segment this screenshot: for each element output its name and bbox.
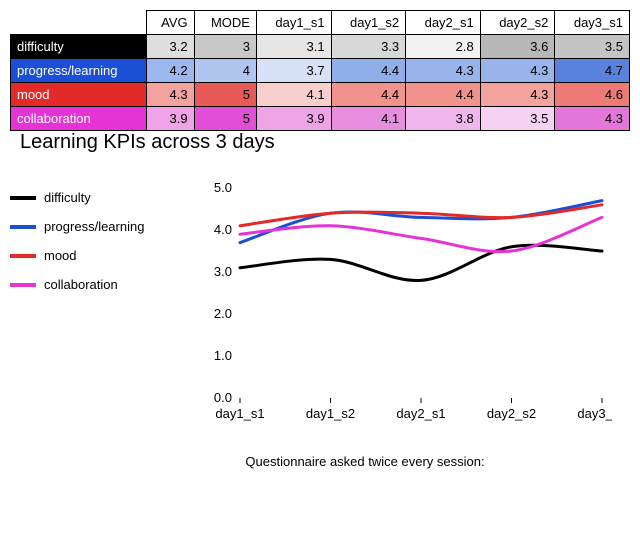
legend-item: progress/learning xyxy=(10,219,180,234)
table-cell: 3.2 xyxy=(147,35,194,59)
y-tick-label: 4.0 xyxy=(214,222,232,237)
table-cell: 4.3 xyxy=(480,83,555,107)
legend-item: collaboration xyxy=(10,277,180,292)
kpi-table: AVGMODEday1_s1day1_s2day2_s1day2_s2day3_… xyxy=(10,10,630,131)
table-cell: 4 xyxy=(194,59,256,83)
y-tick-label: 5.0 xyxy=(214,180,232,195)
x-tick-label: day1_s2 xyxy=(306,406,355,421)
table-cell: 4.1 xyxy=(331,107,406,131)
table-cell: 3.3 xyxy=(331,35,406,59)
table-row: collaboration3.953.94.13.83.54.3 xyxy=(11,107,630,131)
row-header: difficulty xyxy=(11,35,147,59)
column-header: day1_s1 xyxy=(256,11,331,35)
column-header: day3_s1 xyxy=(555,11,630,35)
table-row: mood4.354.14.44.44.34.6 xyxy=(11,83,630,107)
table-cell: 3.5 xyxy=(555,35,630,59)
table-cell: 4.6 xyxy=(555,83,630,107)
table-cell: 4.3 xyxy=(406,59,481,83)
legend-item: difficulty xyxy=(10,190,180,205)
table-cell: 3 xyxy=(194,35,256,59)
column-header: day2_s2 xyxy=(480,11,555,35)
y-tick-label: 3.0 xyxy=(214,264,232,279)
table-cell: 4.3 xyxy=(480,59,555,83)
table-corner xyxy=(11,11,147,35)
row-header: mood xyxy=(11,83,147,107)
legend-label: difficulty xyxy=(44,190,91,205)
table-cell: 2.8 xyxy=(406,35,481,59)
table-cell: 3.6 xyxy=(480,35,555,59)
table-cell: 3.8 xyxy=(406,107,481,131)
table-cell: 4.2 xyxy=(147,59,194,83)
legend-label: collaboration xyxy=(44,277,118,292)
table-cell: 3.7 xyxy=(256,59,331,83)
series-line xyxy=(240,245,602,280)
table-cell: 3.9 xyxy=(256,107,331,131)
table-row: progress/learning4.243.74.44.34.34.7 xyxy=(11,59,630,83)
table-cell: 4.4 xyxy=(331,83,406,107)
legend-swatch xyxy=(10,254,36,258)
legend-swatch xyxy=(10,283,36,287)
column-header: AVG xyxy=(147,11,194,35)
row-header: collaboration xyxy=(11,107,147,131)
column-header: day2_s1 xyxy=(406,11,481,35)
x-tick-label: day2_s2 xyxy=(487,406,536,421)
legend-swatch xyxy=(10,196,36,200)
table-cell: 4.3 xyxy=(555,107,630,131)
legend-swatch xyxy=(10,225,36,229)
table-cell: 3.9 xyxy=(147,107,194,131)
table-cell: 4.4 xyxy=(406,83,481,107)
y-tick-label: 1.0 xyxy=(214,348,232,363)
legend-label: progress/learning xyxy=(44,219,144,234)
column-header: MODE xyxy=(194,11,256,35)
x-tick-label: day1_s1 xyxy=(215,406,264,421)
table-row: difficulty3.233.13.32.83.63.5 xyxy=(11,35,630,59)
column-header: day1_s2 xyxy=(331,11,406,35)
y-tick-label: 2.0 xyxy=(214,306,232,321)
table-cell: 3.1 xyxy=(256,35,331,59)
x-tick-label: day3_s1 xyxy=(577,406,612,421)
y-tick-label: 0.0 xyxy=(214,390,232,405)
chart-title: Learning KPIs across 3 days xyxy=(20,131,630,154)
table-cell: 4.7 xyxy=(555,59,630,83)
chart-container: difficulty progress/learning mood collabora… xyxy=(10,178,630,438)
table-cell: 5 xyxy=(194,83,256,107)
row-header: progress/learning xyxy=(11,59,147,83)
table-cell: 5 xyxy=(194,107,256,131)
chart-caption: Questionnaire asked twice every session: xyxy=(100,454,630,469)
table-cell: 4.3 xyxy=(147,83,194,107)
series-line xyxy=(240,201,602,243)
table-cell: 4.4 xyxy=(331,59,406,83)
table-cell: 4.1 xyxy=(256,83,331,107)
table-cell: 3.5 xyxy=(480,107,555,131)
line-chart: 0.0 1.0 2.0 3.0 4.0 5.0 day1_s1 day1_s2 day2_s1 d… xyxy=(192,178,612,438)
legend-label: mood xyxy=(44,248,77,263)
chart-legend: difficulty progress/learning mood collabora… xyxy=(10,178,180,306)
x-tick-label: day2_s1 xyxy=(396,406,445,421)
legend-item: mood xyxy=(10,248,180,263)
